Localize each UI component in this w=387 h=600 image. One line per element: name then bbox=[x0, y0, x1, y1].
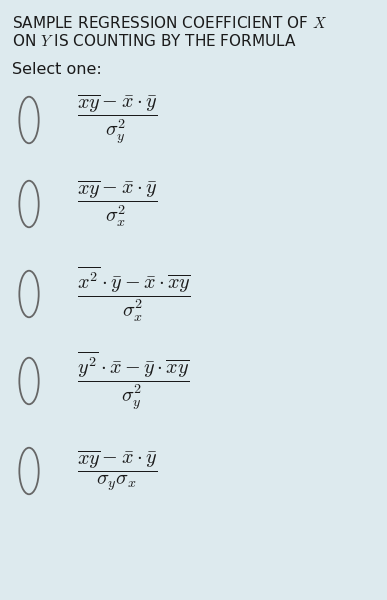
Text: $\dfrac{\overline{xy}-\bar{x}\cdot\bar{y}}{\sigma_y\sigma_x}$: $\dfrac{\overline{xy}-\bar{x}\cdot\bar{y… bbox=[77, 449, 158, 493]
Text: SAMPLE REGRESSION COEFFICIENT OF $\mathit{X}$: SAMPLE REGRESSION COEFFICIENT OF $\mathi… bbox=[12, 15, 327, 31]
Text: $\dfrac{\overline{x^2}\cdot\bar{y}-\bar{x}\cdot\overline{xy}}{\sigma_x^2}$: $\dfrac{\overline{x^2}\cdot\bar{y}-\bar{… bbox=[77, 264, 192, 324]
Text: $\dfrac{\overline{y^2}\cdot\bar{x}-\bar{y}\cdot\overline{xy}}{\sigma_y^2}$: $\dfrac{\overline{y^2}\cdot\bar{x}-\bar{… bbox=[77, 350, 190, 412]
Text: ON $\mathit{Y}$ IS COUNTING BY THE FORMULA: ON $\mathit{Y}$ IS COUNTING BY THE FORMU… bbox=[12, 33, 296, 49]
Text: Select one:: Select one: bbox=[12, 62, 101, 77]
Text: $\dfrac{\overline{xy}-\bar{x}\cdot\bar{y}}{\sigma_x^2}$: $\dfrac{\overline{xy}-\bar{x}\cdot\bar{y… bbox=[77, 179, 158, 229]
Text: $\dfrac{\overline{xy}-\bar{x}\cdot\bar{y}}{\sigma_y^2}$: $\dfrac{\overline{xy}-\bar{x}\cdot\bar{y… bbox=[77, 93, 158, 147]
